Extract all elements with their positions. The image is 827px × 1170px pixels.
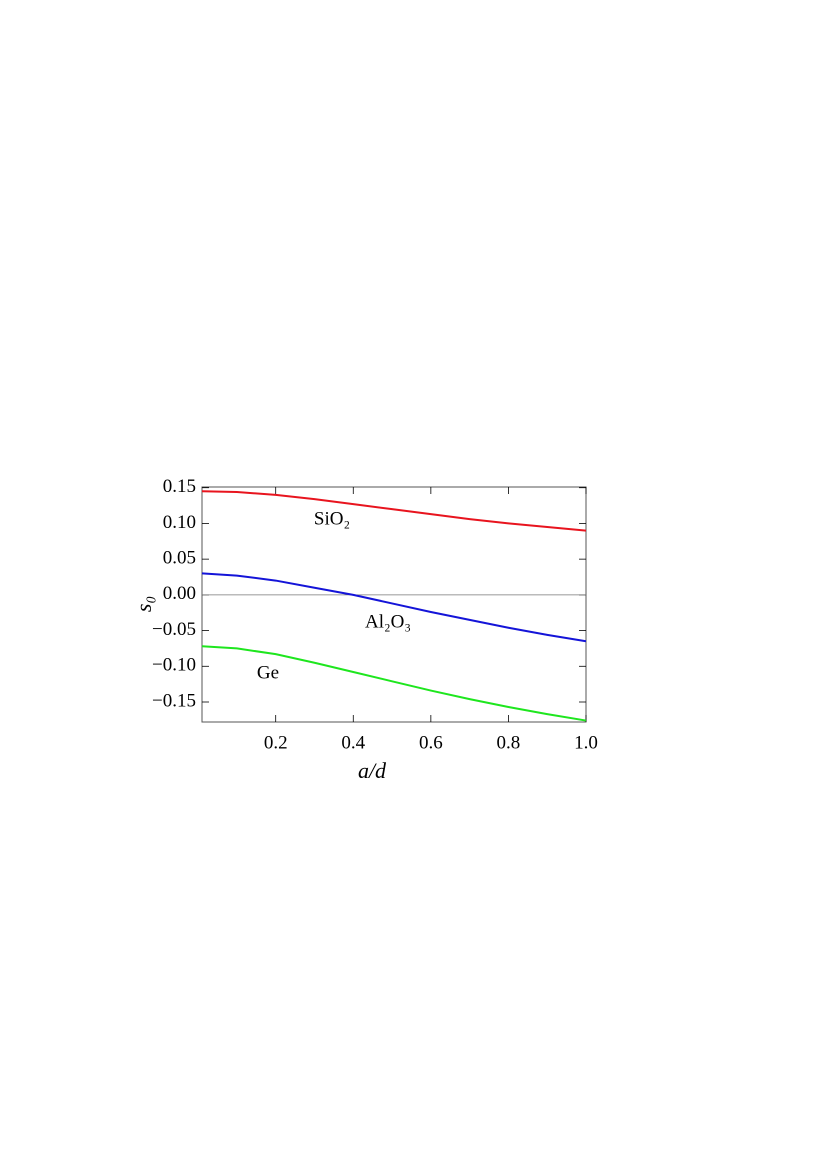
plot-frame	[201, 486, 587, 723]
series-label: SiO₂	[314, 508, 350, 529]
y-tick-label: −0.05	[152, 619, 196, 640]
series-label: Ge	[257, 662, 279, 683]
series-line	[201, 490, 587, 532]
y-tick-label: −0.15	[152, 690, 196, 711]
x-axis-label: a/d	[358, 758, 387, 783]
series-line	[201, 645, 587, 722]
y-tick-label: 0.05	[163, 548, 196, 569]
series-line	[201, 572, 587, 643]
x-tick-label: 0.6	[419, 732, 443, 753]
series-label: Al₂O₃	[365, 611, 411, 632]
x-tick-label: 0.4	[341, 732, 365, 753]
x-tick-label: 0.8	[497, 732, 521, 753]
y-tick-label: 0.10	[163, 512, 196, 533]
y-tick-label: −0.10	[152, 655, 196, 676]
x-tick-label: 0.2	[264, 732, 288, 753]
y-axis-label: s₀	[131, 596, 156, 612]
y-tick-label: 0.00	[163, 583, 196, 604]
x-tick-label: 1.0	[574, 732, 598, 753]
y-tick-label: 0.15	[163, 476, 196, 497]
